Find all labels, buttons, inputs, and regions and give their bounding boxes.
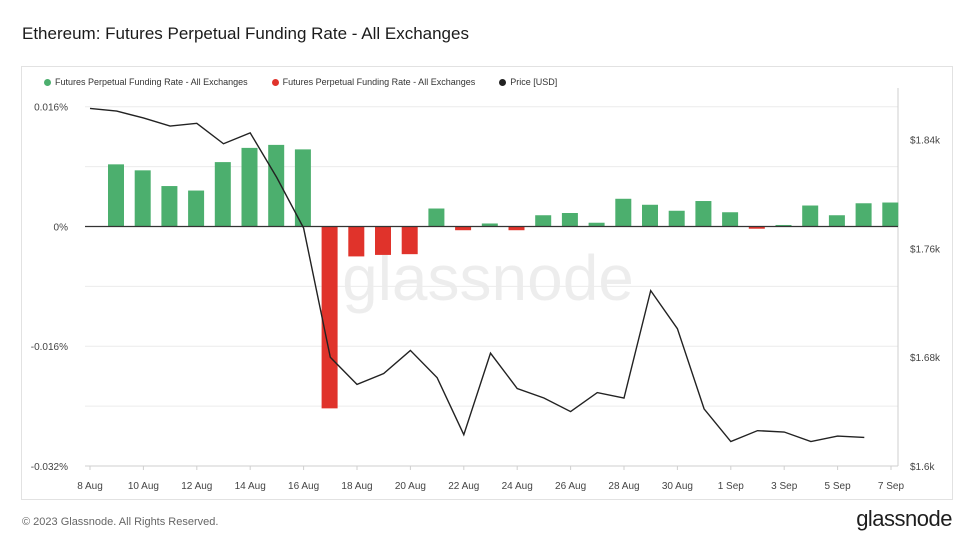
copyright-text: © 2023 Glassnode. All Rights Reserved. — [22, 516, 219, 528]
legend-dot-green — [44, 78, 51, 86]
funding-bar-positive — [615, 198, 632, 227]
funding-bar-positive — [722, 212, 739, 227]
funding-bar-negative — [348, 226, 365, 257]
y-right-tick-label: $1.84k — [910, 136, 941, 147]
funding-bar-positive — [828, 215, 845, 227]
funding-bar-positive — [161, 186, 178, 227]
x-tick-label: 7 Sep — [878, 481, 905, 492]
funding-bar-negative — [748, 226, 765, 229]
x-tick-label: 28 Aug — [608, 481, 639, 492]
price-line — [89, 107, 865, 443]
funding-bar-positive — [561, 213, 578, 227]
funding-bar-positive — [802, 205, 819, 227]
y-left-tick-label: -0.032% — [31, 462, 68, 473]
x-tick-label: 16 Aug — [288, 481, 319, 492]
y-right-tick-label: $1.68k — [910, 353, 941, 364]
funding-bar-negative — [455, 226, 472, 231]
y-right-tick-label: $1.76k — [910, 244, 941, 255]
funding-bar-negative — [321, 226, 338, 409]
x-tick-label: 14 Aug — [235, 481, 266, 492]
glassnode-logo: glassnode — [856, 506, 952, 531]
legend-item-price[interactable]: Price [USD] — [499, 77, 557, 87]
x-tick-label: 24 Aug — [502, 481, 533, 492]
x-tick-label: 18 Aug — [341, 481, 372, 492]
legend-label: Futures Perpetual Funding Rate - All Exc… — [55, 77, 248, 87]
x-tick-label: 20 Aug — [395, 481, 426, 492]
x-tick-label: 1 Sep — [718, 481, 745, 492]
funding-bar-positive — [188, 190, 205, 227]
x-tick-label: 30 Aug — [662, 481, 693, 492]
y-left-tick-label: -0.016% — [31, 342, 68, 353]
y-right-tick-label: $1.6k — [910, 462, 935, 473]
chart-title: Ethereum: Futures Perpetual Funding Rate… — [22, 24, 469, 43]
x-tick-label: 8 Aug — [77, 481, 103, 492]
legend-label: Price [USD] — [510, 77, 558, 87]
funding-bar-positive — [428, 208, 445, 227]
funding-bar-positive — [882, 202, 899, 227]
funding-bar-negative — [401, 226, 418, 255]
y-left-tick-label: 0% — [54, 222, 69, 233]
funding-bar-positive — [855, 203, 872, 227]
funding-bar-positive — [642, 204, 658, 227]
funding-bar-positive — [775, 224, 792, 227]
x-tick-label: 10 Aug — [128, 481, 159, 492]
x-tick-label: 22 Aug — [448, 481, 479, 492]
x-tick-label: 12 Aug — [181, 481, 212, 492]
funding-bar-positive — [668, 210, 685, 227]
chart-panel: Futures Perpetual Funding Rate - All Exc… — [21, 66, 953, 500]
funding-bar-positive — [294, 149, 311, 227]
legend-dot-black — [499, 78, 507, 86]
x-tick-label: 26 Aug — [555, 481, 586, 492]
legend: Futures Perpetual Funding Rate - All Exc… — [44, 77, 557, 87]
funding-bar-positive — [241, 147, 258, 227]
x-tick-label: 5 Sep — [825, 481, 852, 492]
legend-item-funding-positive[interactable]: Futures Perpetual Funding Rate - All Exc… — [44, 77, 248, 87]
funding-bar-positive — [108, 164, 124, 227]
funding-bar-positive — [695, 201, 712, 227]
funding-bar-positive — [588, 222, 605, 227]
funding-bar-positive — [134, 170, 151, 227]
funding-bar-negative — [508, 226, 525, 231]
funding-bar-positive — [268, 144, 285, 227]
y-left-tick-label: 0.016% — [34, 103, 68, 114]
funding-bar-negative — [375, 226, 391, 255]
funding-bar-positive — [214, 162, 231, 227]
legend-item-funding-negative[interactable]: Futures Perpetual Funding Rate - All Exc… — [271, 77, 476, 87]
x-tick-label: 3 Sep — [771, 481, 798, 492]
legend-dot-red — [271, 78, 279, 86]
funding-bar-positive — [535, 215, 552, 227]
legend-label: Futures Perpetual Funding Rate - All Exc… — [282, 77, 476, 87]
funding-bar-positive — [481, 223, 498, 227]
